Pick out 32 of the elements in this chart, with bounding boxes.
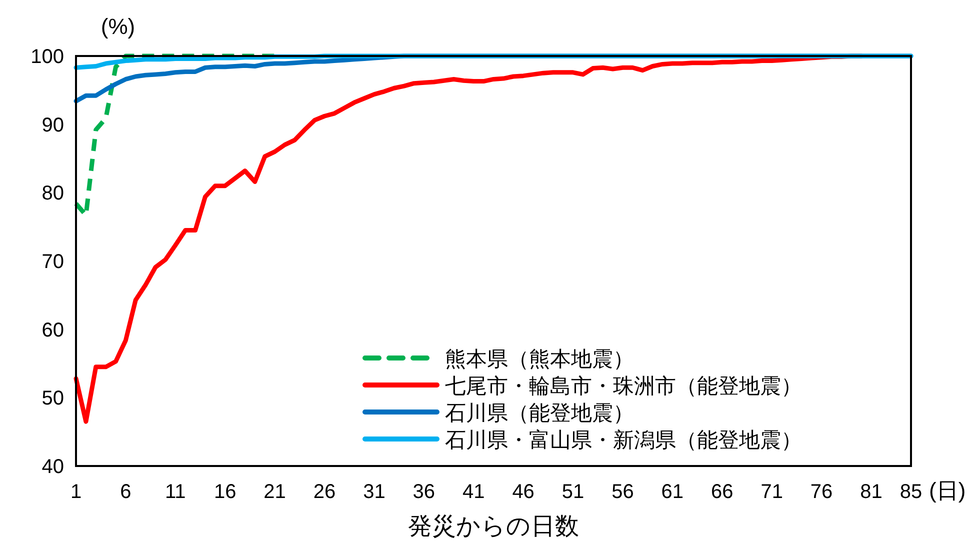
y-tick-label: 80 (42, 182, 64, 205)
x-tick-label: 56 (612, 481, 634, 503)
x-tick-label: 11 (165, 481, 186, 503)
x-tick-label: 16 (214, 481, 236, 503)
x-tick-label: 81 (860, 481, 882, 503)
x-tick-label: 41 (462, 481, 485, 503)
x-tick-label: 21 (264, 481, 286, 503)
y-tick-label: 100 (30, 46, 64, 68)
y-tick-label: 40 (42, 456, 64, 478)
legend-label: 熊本県（熊本地震） (445, 348, 634, 371)
x-tick-label: 36 (412, 481, 436, 503)
legend-label: 七尾市・輪島市・珠洲市（能登地震） (445, 375, 802, 398)
x-tick-label: 85 (900, 481, 922, 503)
x-tick-label: 51 (562, 481, 584, 503)
x-tick-label: 26 (313, 481, 336, 503)
x-tick-label: 66 (711, 481, 734, 503)
y-tick-label: 60 (42, 319, 64, 342)
x-tick-label: 31 (363, 481, 386, 503)
y-tick-label: 70 (42, 251, 64, 273)
legend-label: 石川県（能登地震） (445, 402, 634, 425)
legend-label: 石川県・富山県・新潟県（能登地震） (445, 429, 802, 452)
y-tick-label: 90 (42, 114, 64, 136)
y-tick-label: 50 (42, 388, 64, 410)
x-tick-label: 61 (661, 481, 684, 503)
x-tick-label: 6 (120, 481, 132, 503)
text: (日) (929, 478, 966, 503)
x-axis-title: 発災からの日数 (408, 513, 579, 540)
x-tick-label: 76 (810, 481, 833, 503)
x-tick-label: 46 (512, 481, 534, 503)
x-tick-label: 71 (760, 481, 783, 503)
x-tick-label: 1 (70, 481, 82, 503)
y-axis-title: (%) (100, 14, 136, 39)
